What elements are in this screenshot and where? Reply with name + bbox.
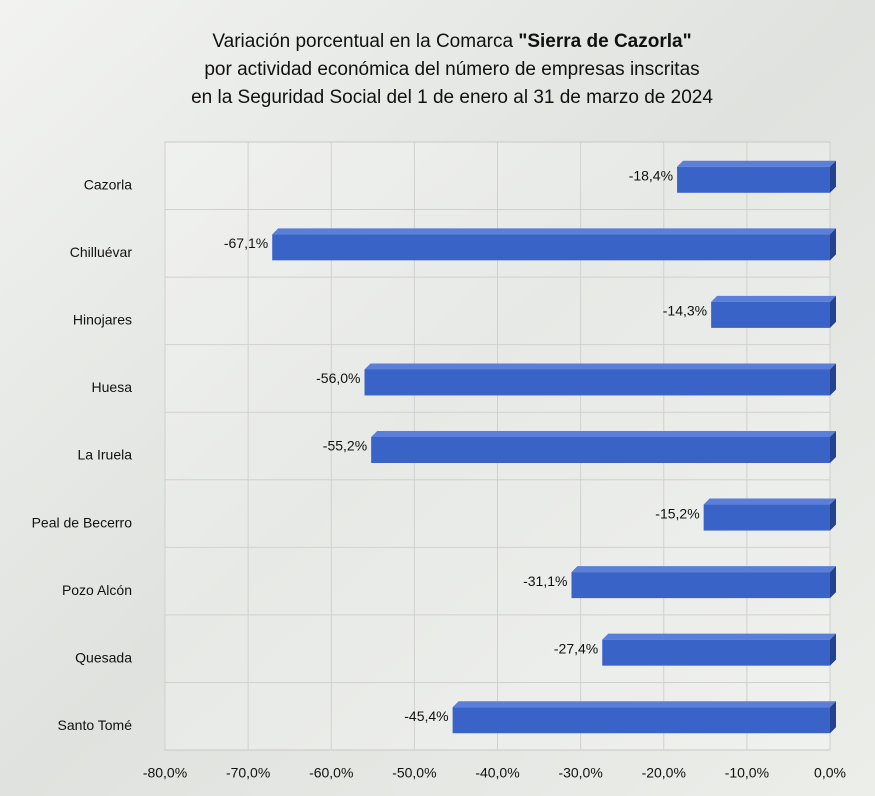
x-tick-label: -20,0% — [642, 765, 686, 781]
bar-top — [602, 633, 836, 640]
bar-top — [677, 160, 836, 167]
bar-side — [830, 363, 836, 396]
chart-title: en la Seguridad Social del 1 de enero al… — [191, 87, 713, 108]
bar — [571, 572, 830, 599]
bar-top — [371, 431, 836, 437]
bar — [711, 301, 830, 328]
bar — [364, 369, 830, 396]
bar-top — [571, 566, 836, 573]
bar-side — [830, 701, 836, 734]
bar — [371, 437, 830, 463]
y-tick-label: Chilluévar — [70, 244, 133, 260]
bar-top — [364, 363, 836, 370]
y-tick-label: Quesada — [75, 649, 132, 665]
value-label: -45,4% — [404, 708, 448, 724]
value-label: -18,4% — [629, 167, 673, 183]
y-tick-label: Cazorla — [84, 176, 132, 192]
bar-side — [830, 633, 836, 666]
value-label: -55,2% — [323, 438, 367, 454]
value-label: -56,0% — [316, 370, 360, 386]
bar — [602, 639, 830, 666]
value-label: -67,1% — [224, 235, 268, 251]
bar-side — [830, 160, 836, 193]
bar — [272, 234, 830, 261]
x-tick-label: 0,0% — [814, 765, 846, 781]
x-tick-label: -30,0% — [558, 765, 602, 781]
bar-side — [830, 431, 836, 463]
bar-side — [830, 295, 836, 328]
value-label: -31,1% — [523, 573, 567, 589]
bar-side — [830, 566, 836, 599]
value-label: -15,2% — [655, 505, 699, 521]
bar-top — [711, 295, 836, 302]
bar-top — [703, 498, 836, 505]
bar-top — [272, 228, 836, 235]
y-tick-label: Santo Tomé — [58, 717, 133, 733]
x-tick-label: -50,0% — [392, 765, 436, 781]
x-tick-label: -80,0% — [143, 765, 187, 781]
bar — [677, 166, 830, 193]
y-tick-label: La Iruela — [78, 447, 133, 463]
x-tick-label: -60,0% — [309, 765, 353, 781]
x-tick-label: -40,0% — [475, 765, 519, 781]
chart-title: Variación porcentual en la Comarca "Sier… — [212, 31, 691, 52]
bar-top — [452, 701, 836, 708]
value-label: -14,3% — [663, 303, 707, 319]
y-tick-label: Hinojares — [73, 312, 132, 328]
y-tick-label: Peal de Becerro — [32, 514, 133, 530]
x-tick-label: -10,0% — [725, 765, 769, 781]
value-label: -27,4% — [554, 640, 598, 656]
y-tick-label: Huesa — [92, 379, 133, 395]
bar-side — [830, 228, 836, 261]
x-tick-label: -70,0% — [226, 765, 270, 781]
y-tick-label: Pozo Alcón — [62, 582, 132, 598]
chart-title: por actividad económica del número de em… — [204, 59, 699, 80]
bar — [703, 504, 830, 531]
bar-side — [830, 498, 836, 531]
bar — [452, 707, 830, 734]
